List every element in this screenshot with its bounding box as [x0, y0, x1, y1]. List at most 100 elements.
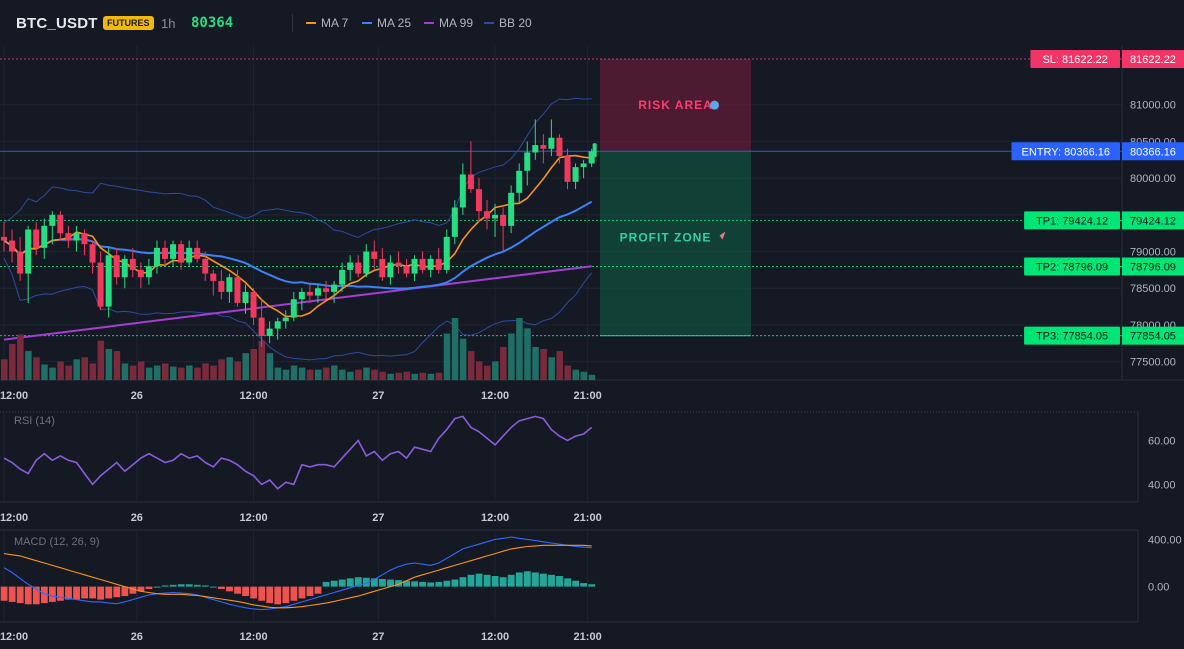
macd-hist-bar: [210, 586, 217, 588]
candle: [564, 156, 571, 182]
symbol-title[interactable]: BTC_USDT: [16, 15, 98, 32]
candle: [347, 262, 354, 270]
macd-hist-bar: [459, 577, 467, 587]
candle: [210, 273, 217, 281]
sl-tag-label: SL: 81622.22: [1042, 54, 1107, 66]
candle: [323, 288, 329, 292]
macd-x-tick-label: 12:00: [239, 631, 267, 643]
macd-hist-bar: [145, 586, 153, 589]
macd-hist-bar: [387, 579, 394, 587]
candle: [540, 145, 547, 149]
candle: [65, 233, 72, 241]
candle: [403, 266, 410, 274]
candle: [500, 214, 507, 226]
legend-bb20[interactable]: BB 20: [484, 16, 532, 30]
rsi-x-tick-label: 12:00: [239, 512, 267, 524]
macd-hist-bar: [435, 581, 443, 587]
macd-hist-bar: [330, 580, 338, 587]
candle: [387, 262, 394, 278]
tp2-tag: [1024, 257, 1120, 276]
rsi-tick-label: 40.00: [1148, 479, 1176, 491]
candle: [234, 277, 241, 303]
volume-bar: [234, 361, 241, 380]
legend-ma25[interactable]: MA 25: [362, 16, 411, 30]
candle: [411, 258, 418, 274]
macd-hist-bar: [395, 580, 402, 587]
candle: [556, 137, 563, 157]
macd-hist-bar: [290, 586, 298, 601]
tp1-axis-tag: [1122, 211, 1184, 230]
volume-bar: [355, 369, 362, 380]
candle: [1, 236, 7, 241]
candle: [194, 247, 201, 259]
volume-bar: [492, 361, 499, 380]
macd-hist-bar: [226, 586, 233, 592]
tp3-axis-label: 77854.05: [1130, 331, 1176, 343]
entry-tag: [1011, 142, 1120, 161]
macd-hist-bar: [580, 583, 588, 587]
rsi-x-tick-label: 12:00: [481, 512, 509, 524]
macd-hist-bar: [314, 586, 322, 594]
price-tick-label: 81000.00: [1130, 100, 1176, 112]
candle: [113, 255, 120, 278]
macd-tick-label: 400.00: [1148, 534, 1182, 546]
candle: [218, 280, 225, 292]
macd-hist-bar: [266, 586, 274, 604]
volume-bar: [105, 349, 113, 380]
volume-bar: [202, 363, 209, 380]
sl-tag: [1030, 50, 1120, 69]
tp3-tag-label: TP3: 77854.05: [1036, 331, 1108, 343]
tp1-tag-label: TP1: 79424.12: [1036, 215, 1108, 227]
volume-bar: [588, 374, 596, 380]
volume-bar: [298, 367, 306, 380]
macd-hist-bar: [572, 580, 580, 587]
candle: [186, 247, 193, 263]
volume-bar: [435, 372, 443, 380]
rsi-x-tick-label: 26: [131, 512, 143, 524]
macd-signal-line: [3, 544, 592, 609]
macd-hist-bar: [258, 586, 266, 601]
macd-hist-bar: [298, 586, 306, 599]
entry-tag-label: ENTRY: 80366.16: [1022, 146, 1110, 158]
timeframe-label[interactable]: 1h: [161, 16, 176, 31]
volume-bar: [580, 371, 588, 380]
shield-icon: [710, 100, 719, 110]
tp1-tag: [1024, 211, 1120, 230]
risk-zone: [600, 59, 751, 152]
volume-bar: [572, 369, 580, 380]
legend-bb20-label: BB 20: [499, 16, 532, 30]
volume-bar: [97, 340, 105, 380]
macd-hist-bar: [201, 585, 209, 587]
candle: [298, 291, 305, 300]
candle: [153, 247, 160, 267]
macd-hist-bar: [193, 584, 201, 587]
ma25-line: [3, 200, 593, 290]
rsi-x-tick-label: 21:00: [574, 512, 602, 524]
macd-hist-bar: [24, 586, 32, 605]
volume-bar: [210, 365, 217, 380]
volume-bar: [9, 343, 16, 380]
candle: [467, 174, 474, 190]
legend-ma99[interactable]: MA 99: [424, 16, 473, 30]
volume-bar: [306, 369, 314, 380]
candle: [475, 189, 482, 212]
macd-hist-bar: [564, 578, 571, 587]
rsi-x-tick-label: 27: [372, 512, 384, 524]
macd-x-tick-label: 26: [131, 631, 143, 643]
volume-bar: [419, 372, 427, 380]
volume-bar: [403, 371, 410, 380]
macd-hist-bar: [338, 579, 346, 587]
candle: [492, 214, 499, 219]
macd-hist-bar: [153, 586, 161, 588]
macd-hist-bar: [443, 580, 451, 587]
candle: [572, 167, 579, 182]
candle: [451, 207, 458, 237]
rsi-x-tick-label: 12:00: [0, 512, 28, 524]
candle: [25, 229, 32, 274]
candle: [443, 236, 450, 270]
candle: [162, 247, 168, 259]
candle: [49, 214, 56, 226]
ma99-line: [3, 265, 592, 341]
legend-ma7[interactable]: MA 7: [306, 16, 348, 30]
